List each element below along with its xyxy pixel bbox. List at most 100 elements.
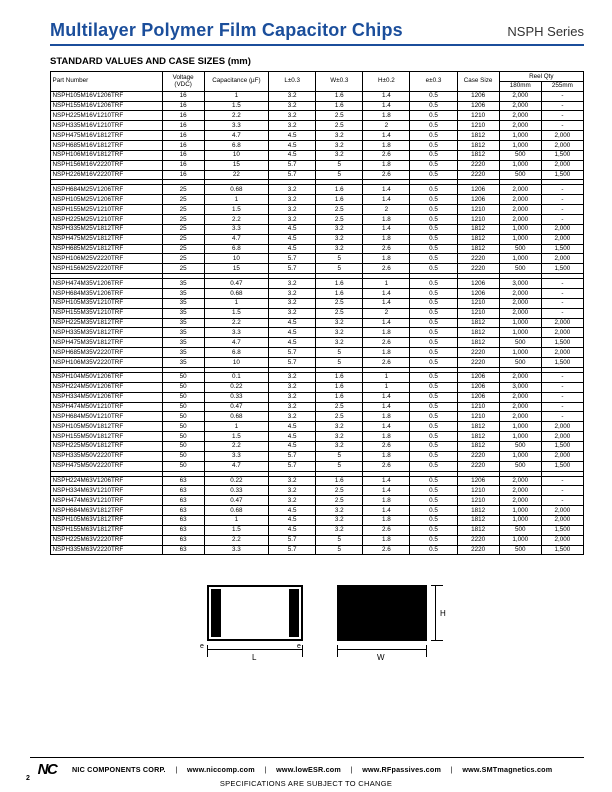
table-row: NSPH685M25V1812TRF256.84.53.22.60.518125… [51,244,584,254]
cell: NSPH155M25V1210TRF [51,205,163,215]
cell: 2,000 [541,422,583,432]
cell: 0.5 [410,461,457,471]
cell: 63 [162,535,204,545]
footer: NC NIC COMPONENTS CORP. | www.niccomp.co… [30,757,584,778]
cell: 0.5 [410,392,457,402]
cell: 63 [162,506,204,516]
cell: 1 [204,91,268,101]
cell: 1,000 [499,254,541,264]
cell: 1 [363,279,410,289]
cell: NSPH335M35V1812TRF [51,328,163,338]
cell: NSPH684M35V1206TRF [51,289,163,299]
cell: 1812 [457,234,499,244]
cell: 1,500 [541,461,583,471]
cell: 4.5 [269,506,316,516]
cell: 2 [363,121,410,131]
cell: - [541,402,583,412]
cell: 4.5 [269,338,316,348]
cell: 0.5 [410,451,457,461]
cell: 50 [162,432,204,442]
table-row: NSPH155M63V1812TRF631.54.53.22.60.518125… [51,525,584,535]
cell: 5 [316,160,363,170]
cell: - [541,279,583,289]
cell: 25 [162,205,204,215]
cell: 1.4 [363,318,410,328]
cell: NSPH225M16V1210TRF [51,111,163,121]
cell: 5.7 [269,545,316,555]
cell: 0.5 [410,111,457,121]
cell: 2,000 [541,318,583,328]
cell: 50 [162,382,204,392]
cell: 4.5 [269,244,316,254]
cell: 2220 [457,264,499,274]
cell: 5 [316,348,363,358]
cell: 25 [162,224,204,234]
cell: NSPH225M25V1210TRF [51,215,163,225]
cell: 1,500 [541,525,583,535]
cell: 0.5 [410,525,457,535]
cell: 3.2 [316,441,363,451]
cell: NSPH684M63V1812TRF [51,506,163,516]
table-row: NSPH226M16V2220TRF16225.752.60.522205001… [51,170,584,180]
cell: 1.4 [363,476,410,486]
cell: NSPH684M25V1206TRF [51,185,163,195]
cell: 0.5 [410,244,457,254]
cell: 4.7 [204,131,268,141]
cell: NSPH475M50V2220TRF [51,461,163,471]
cell: 3.2 [316,131,363,141]
cell: 1206 [457,91,499,101]
cell: 63 [162,545,204,555]
cell: 1 [204,298,268,308]
cell: NSPH474M63V1210TRF [51,496,163,506]
cell: 0.5 [410,422,457,432]
cell: 1,000 [499,451,541,461]
cell: 3.2 [316,150,363,160]
table-row: NSPH224M63V1206TRF630.223.21.61.40.51206… [51,476,584,486]
cell: 1.5 [204,525,268,535]
cell: 5 [316,451,363,461]
cell: 2.6 [363,545,410,555]
cell: 1.5 [204,432,268,442]
cell: 2,000 [499,205,541,215]
cell: 35 [162,348,204,358]
cell: 2.5 [316,308,363,318]
cell: 500 [499,338,541,348]
footer-link: www.SMTmagnetics.com [462,765,552,774]
cell: 3,000 [499,279,541,289]
cell: 3.2 [269,308,316,318]
cell: 3.2 [269,101,316,111]
cell: 1206 [457,392,499,402]
cell: 4.7 [204,461,268,471]
cell: 0.5 [410,402,457,412]
cell: 2.5 [316,402,363,412]
cell: - [541,215,583,225]
cell: 1 [204,515,268,525]
cell: 3.2 [316,422,363,432]
cell: 2,000 [499,392,541,402]
cell: - [541,185,583,195]
cell: 1,500 [541,338,583,348]
cell: 2.2 [204,215,268,225]
cell: 5 [316,254,363,264]
table-row: NSPH224M50V1206TRF500.223.21.610.512063,… [51,382,584,392]
cell: 1206 [457,279,499,289]
table-row: NSPH474M50V1210TRF500.473.22.51.40.51210… [51,402,584,412]
cell: 2220 [457,545,499,555]
cell: 50 [162,402,204,412]
cell: 1.4 [363,422,410,432]
cell: 2.6 [363,358,410,368]
cell: - [541,195,583,205]
cell: 4.5 [269,224,316,234]
cell: 50 [162,441,204,451]
cell: 1.8 [363,215,410,225]
cell: 1.8 [363,111,410,121]
cell: 2,000 [541,506,583,516]
cell: 0.5 [410,121,457,131]
cell: 63 [162,486,204,496]
cell: 2,000 [541,515,583,525]
table-row: NSPH684M25V1206TRF250.683.21.61.40.51206… [51,185,584,195]
cell: 0.5 [410,412,457,422]
cell: - [541,392,583,402]
cell: 16 [162,141,204,151]
cell: 0.5 [410,170,457,180]
